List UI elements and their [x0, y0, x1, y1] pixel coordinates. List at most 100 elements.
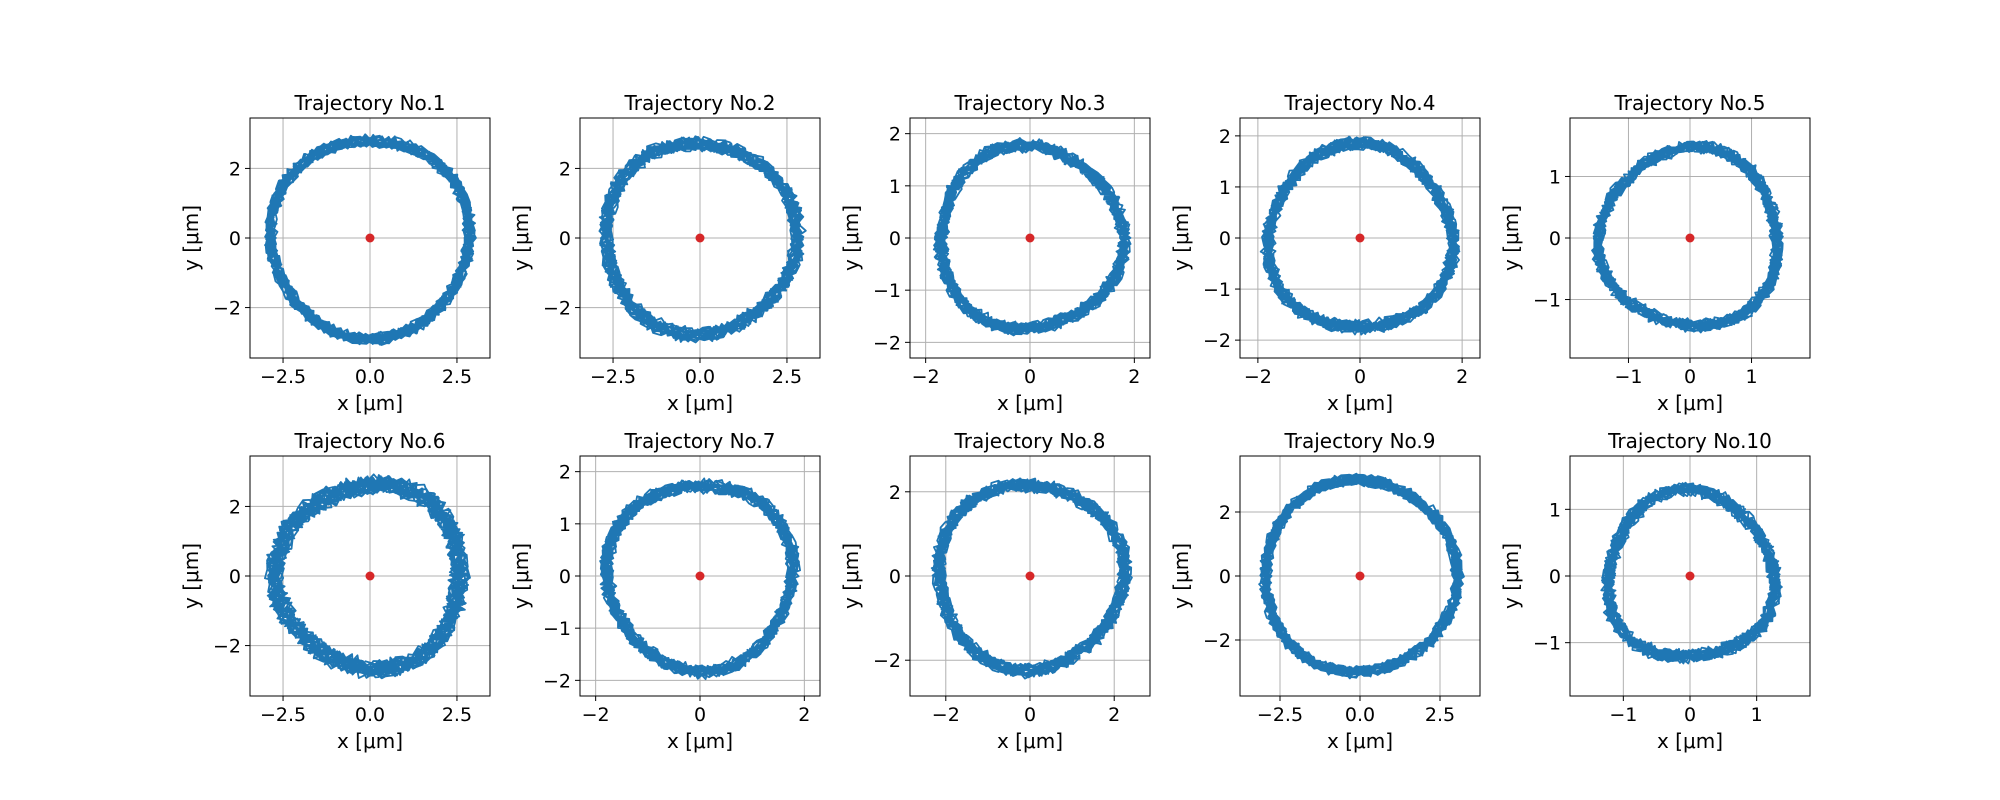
subplot-title: Trajectory No.3 — [953, 91, 1105, 115]
subplot-title: Trajectory No.8 — [953, 429, 1105, 453]
x-tick-label: −2 — [1244, 366, 1272, 388]
y-tick-label: 2 — [229, 496, 241, 518]
x-axis-label: x [μm] — [667, 729, 733, 753]
y-tick-label: 0 — [889, 228, 901, 250]
x-tick-label: 0.0 — [1345, 704, 1375, 726]
subplot-9: −2.5 0.0 2.5 −2 0 2 Trajectory No.9 x [μm] y [μm… — [1169, 429, 1481, 753]
y-tick-label: 1 — [559, 514, 571, 536]
x-tick-label: 0.0 — [355, 366, 385, 388]
y-tick-label: −2 — [1203, 630, 1231, 652]
x-tick-label: 2 — [1456, 366, 1468, 388]
subplot-8: −2 0 2 −2 0 2 Trajectory No.8 x [μm] y [μm] — [839, 429, 1151, 753]
y-axis-label: y [μm] — [839, 205, 863, 271]
y-tick-label: 1 — [1549, 166, 1561, 188]
y-tick-label: −2 — [873, 650, 901, 672]
x-tick-label: 1 — [1751, 704, 1763, 726]
y-tick-label: −1 — [543, 618, 571, 640]
x-tick-label: 0.0 — [685, 366, 715, 388]
x-tick-label: 0 — [1684, 704, 1696, 726]
x-tick-label: 2 — [1108, 704, 1120, 726]
subplot-title: Trajectory No.6 — [293, 429, 445, 453]
y-tick-label: −2 — [873, 332, 901, 354]
x-tick-label: 1 — [1745, 366, 1757, 388]
grid — [1240, 456, 1480, 696]
subplot-4: −2 0 2 −2 −1 0 1 2 Trajectory No.4 x [μm] y [μm] — [1169, 91, 1481, 415]
x-tick-label: −2.5 — [260, 704, 306, 726]
x-tick-label: −2.5 — [590, 366, 636, 388]
x-tick-label: 2.5 — [442, 704, 472, 726]
y-axis-label: y [μm] — [509, 543, 533, 609]
trajectory-line — [930, 477, 1133, 680]
x-axis-label: x [μm] — [1657, 391, 1723, 415]
y-tick-label: 0 — [229, 228, 241, 250]
center-point — [1025, 233, 1035, 243]
x-tick-label: −1 — [1609, 704, 1637, 726]
x-tick-label: 2.5 — [772, 366, 802, 388]
x-tick-label: −1 — [1614, 366, 1642, 388]
x-tick-label: 0 — [1024, 366, 1036, 388]
subplot-title: Trajectory No.7 — [623, 429, 775, 453]
y-tick-label: 0 — [229, 566, 241, 588]
subplot-title: Trajectory No.4 — [1283, 91, 1435, 115]
center-point — [1025, 571, 1035, 581]
y-tick-label: −2 — [213, 636, 241, 658]
x-axis-label: x [μm] — [997, 391, 1063, 415]
subplot-1: −2.5 0.0 2.5 −2 0 2 Trajectory No.1 x [μm] y [μm… — [179, 91, 491, 415]
y-tick-label: −1 — [1533, 633, 1561, 655]
x-tick-label: 0 — [1684, 366, 1696, 388]
x-tick-label: 0 — [1354, 366, 1366, 388]
subplot-title: Trajectory No.2 — [623, 91, 775, 115]
y-tick-label: −2 — [543, 670, 571, 692]
y-axis-label: y [μm] — [179, 205, 203, 271]
subplot-10: −1 0 1 −1 0 1 Trajectory No.10 x [μm] y [μm] — [1499, 429, 1811, 753]
trajectory-line — [932, 137, 1132, 337]
x-axis-label: x [μm] — [1327, 729, 1393, 753]
x-axis-label: x [μm] — [1327, 391, 1393, 415]
y-axis-label: y [μm] — [1169, 543, 1193, 609]
subplot-2: −2.5 0.0 2.5 −2 0 2 Trajectory No.2 x [μm] y [μm… — [509, 91, 821, 415]
y-tick-label: 2 — [229, 158, 241, 180]
subplot-5: −1 0 1 −1 0 1 Trajectory No.5 x [μm] y [μm] — [1499, 91, 1811, 415]
center-point — [365, 233, 375, 243]
x-axis-label: x [μm] — [1657, 729, 1723, 753]
center-point — [695, 233, 705, 243]
trajectory-line — [598, 135, 807, 344]
y-axis-label: y [μm] — [839, 543, 863, 609]
x-tick-label: −2 — [932, 704, 960, 726]
subplot-title: Trajectory No.1 — [293, 91, 445, 115]
y-tick-label: 2 — [1219, 126, 1231, 148]
y-tick-label: 2 — [1219, 502, 1231, 524]
y-tick-label: 2 — [889, 482, 901, 504]
x-tick-label: 2.5 — [442, 366, 472, 388]
y-tick-label: 2 — [559, 158, 571, 180]
y-tick-label: 1 — [889, 176, 901, 198]
y-tick-label: 1 — [1219, 177, 1231, 199]
y-tick-label: 0 — [1219, 566, 1231, 588]
x-axis-label: x [μm] — [667, 391, 733, 415]
y-tick-label: −2 — [213, 298, 241, 320]
x-tick-label: 0 — [694, 704, 706, 726]
y-axis-label: y [μm] — [179, 543, 203, 609]
y-axis-label: y [μm] — [1499, 205, 1523, 271]
y-axis-label: y [μm] — [509, 205, 533, 271]
x-tick-label: −2.5 — [260, 366, 306, 388]
y-tick-label: 0 — [889, 566, 901, 588]
trajectory-line — [1591, 139, 1784, 334]
y-tick-label: 0 — [1549, 228, 1561, 250]
y-tick-label: −1 — [1203, 279, 1231, 301]
subplot-6: −2.5 0.0 2.5 −2 0 2 Trajectory No.6 x [μm] y [μm… — [179, 429, 491, 753]
x-axis-label: x [μm] — [337, 729, 403, 753]
center-point — [695, 571, 705, 581]
y-tick-label: −2 — [1203, 330, 1231, 352]
y-tick-label: −2 — [543, 298, 571, 320]
y-tick-label: 1 — [1549, 499, 1561, 521]
x-axis-label: x [μm] — [337, 391, 403, 415]
center-point — [1355, 233, 1365, 243]
subplot-title: Trajectory No.10 — [1607, 429, 1772, 453]
x-tick-label: 2 — [1128, 366, 1140, 388]
subplot-title: Trajectory No.5 — [1613, 91, 1765, 115]
x-tick-label: −2 — [912, 366, 940, 388]
trajectory-line — [1259, 135, 1461, 336]
y-tick-label: 0 — [1549, 566, 1561, 588]
